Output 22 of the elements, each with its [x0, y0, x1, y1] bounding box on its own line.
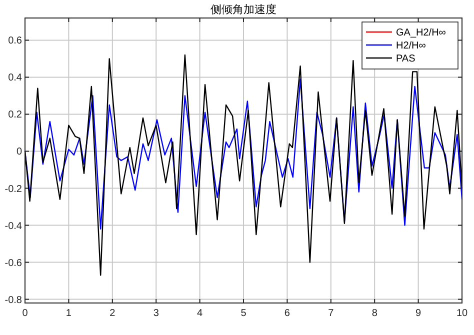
x-tick-label: 8: [372, 308, 378, 319]
y-tick-label: -0.6: [4, 258, 22, 269]
x-tick-label: 5: [240, 308, 247, 319]
y-tick-label: -0.8: [4, 294, 22, 306]
legend-label: GA_H2/H∞: [396, 28, 446, 38]
x-tick-label: 7: [328, 308, 334, 319]
x-tick-label: 1: [66, 308, 72, 319]
legend-label: PAS: [396, 54, 416, 64]
x-tick-label: 2: [110, 308, 116, 319]
chart-title: 侧倾角加速度: [210, 3, 276, 16]
x-tick-label: 4: [197, 308, 204, 319]
y-tick-label: 0.6: [8, 36, 22, 47]
x-tick-label: 9: [416, 308, 422, 319]
x-tick-label: 3: [153, 308, 160, 319]
y-tick-label: -0.2: [4, 184, 22, 195]
x-tick-label: 6: [284, 308, 290, 319]
y-tick-label: -0.4: [4, 220, 22, 232]
y-tick-label: 0: [16, 146, 22, 158]
x-tick-label: 10: [456, 308, 468, 319]
y-tick-label: 0.2: [8, 110, 22, 121]
y-tick-label: 0.4: [8, 72, 22, 84]
legend-label: H2/H∞: [396, 40, 426, 52]
